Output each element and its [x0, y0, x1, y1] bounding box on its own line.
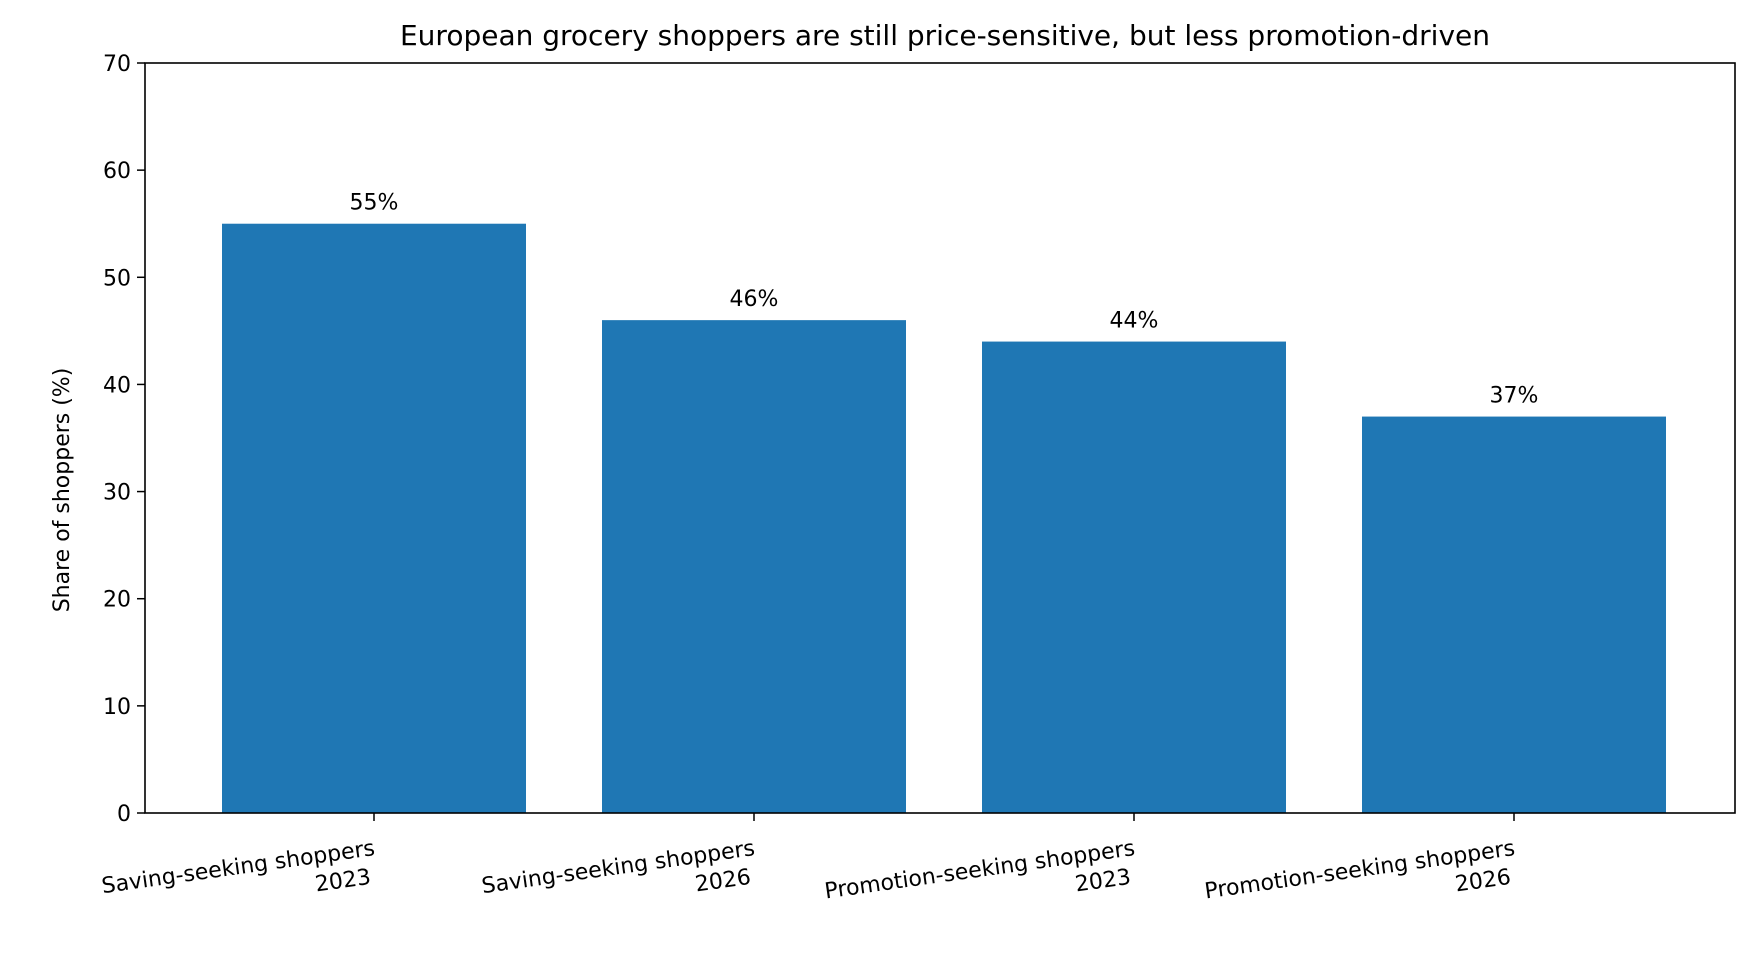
- y-tick-label: 40: [103, 373, 131, 398]
- bar: [222, 223, 526, 813]
- y-tick-label: 30: [103, 481, 131, 506]
- y-tick-label: 10: [103, 695, 131, 720]
- bar: [1362, 416, 1666, 813]
- bar-value-label: 46%: [730, 287, 779, 312]
- bar: [982, 341, 1286, 813]
- bar-value-label: 37%: [1490, 384, 1539, 409]
- y-tick-label: 0: [117, 802, 131, 827]
- bar: [602, 320, 906, 813]
- bar-value-label: 55%: [350, 191, 399, 216]
- y-axis-label: Share of shoppers (%): [50, 368, 75, 613]
- y-tick-label: 70: [103, 52, 131, 77]
- y-tick-label: 60: [103, 159, 131, 184]
- plot-frame: [144, 62, 1736, 814]
- y-tick-label: 20: [103, 588, 131, 613]
- bar-value-label: 44%: [1110, 309, 1159, 334]
- y-tick-label: 50: [103, 266, 131, 291]
- chart-title: European grocery shoppers are still pric…: [400, 19, 1490, 52]
